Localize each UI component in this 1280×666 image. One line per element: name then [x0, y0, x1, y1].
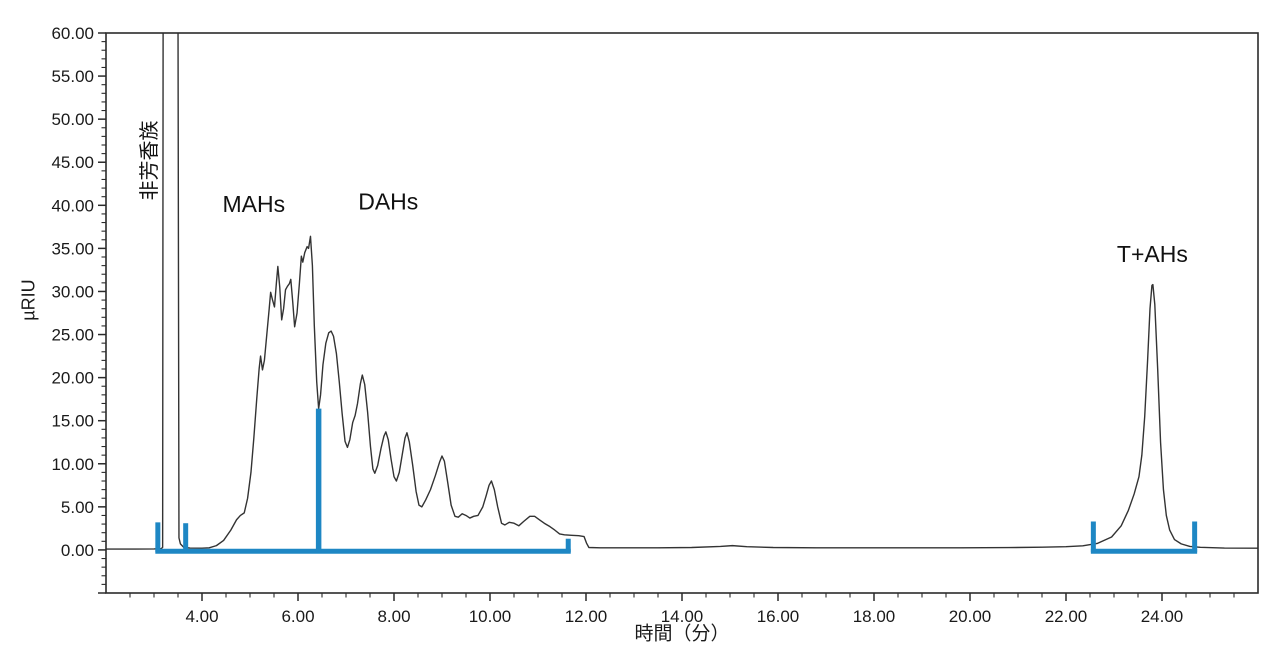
x-tick-label: 14.00: [661, 607, 704, 626]
y-tick-label: 25.00: [51, 326, 94, 345]
label-taahs: T+AHs: [1117, 241, 1188, 267]
plot-frame: [105, 32, 1259, 594]
x-axis-major-ticks: [201, 593, 1163, 601]
integration-marks: [155, 408, 1198, 554]
y-axis-major-ticks: [98, 32, 106, 594]
y-tick-label: 30.00: [51, 282, 94, 301]
x-tick-label: 18.00: [853, 607, 896, 626]
y-tick-label: 15.00: [51, 412, 94, 431]
x-tick-label: 8.00: [377, 607, 410, 626]
y-tick-label: 10.00: [51, 455, 94, 474]
y-axis-title: µRIU: [18, 279, 39, 321]
label-mahs: MAHs: [223, 191, 286, 217]
peak-labels: 非芳香族 MAHs DAHs T+AHs: [138, 121, 1188, 268]
y-tick-label: 5.00: [61, 498, 94, 517]
y-axis-labels: 0.00 5.00 10.00 15.00 20.00 25.00 30.00 35.00 40…: [51, 24, 94, 560]
y-tick-label: 60.00: [51, 24, 94, 43]
label-non-aromatics: 非芳香族: [138, 121, 161, 201]
x-axis-labels: 4.00 6.00 8.00 10.00 12.00 14.00 16.00 18.00 20.…: [185, 607, 1183, 626]
x-tick-label: 4.00: [185, 607, 218, 626]
x-tick-label: 10.00: [469, 607, 512, 626]
y-tick-label: 45.00: [51, 153, 94, 172]
label-dahs: DAHs: [358, 189, 418, 215]
y-tick-label: 20.00: [51, 369, 94, 388]
x-tick-label: 22.00: [1045, 607, 1088, 626]
y-tick-label: 0.00: [61, 541, 94, 560]
x-axis-title: 時間（分）: [634, 623, 730, 645]
y-tick-label: 55.00: [51, 67, 94, 86]
x-tick-label: 12.00: [565, 607, 608, 626]
y-tick-label: 35.00: [51, 239, 94, 258]
y-tick-label: 40.00: [51, 196, 94, 215]
x-tick-label: 24.00: [1141, 607, 1184, 626]
signal-trace: [106, 33, 1258, 550]
x-tick-label: 16.00: [757, 607, 800, 626]
y-tick-label: 50.00: [51, 110, 94, 129]
x-tick-label: 6.00: [281, 607, 314, 626]
x-tick-label: 20.00: [949, 607, 992, 626]
